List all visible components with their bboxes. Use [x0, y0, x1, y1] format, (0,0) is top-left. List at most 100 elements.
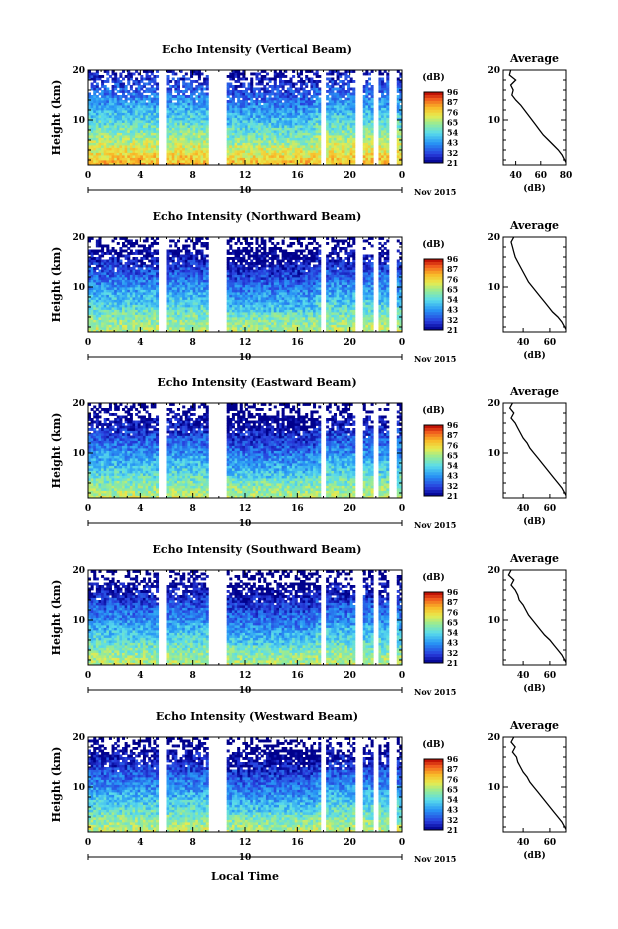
- heatmap-cell: [93, 123, 96, 126]
- heatmap-cell: [125, 160, 128, 163]
- heatmap-cell: [119, 327, 122, 330]
- heatmap-cell: [305, 133, 308, 136]
- heatmap-cell: [135, 295, 138, 298]
- heatmap-cell: [122, 150, 125, 153]
- heatmap-cell: [98, 125, 101, 128]
- heatmap-cell: [350, 133, 353, 136]
- heatmap-cell: [153, 277, 156, 280]
- heatmap-cell: [342, 153, 345, 156]
- heatmap-cell: [313, 103, 316, 106]
- heatmap-cell: [153, 90, 156, 93]
- heatmap-cell: [104, 252, 107, 255]
- heatmap-cell: [198, 148, 201, 151]
- heatmap-cell: [146, 153, 149, 156]
- heatmap-cell: [138, 252, 141, 255]
- heatmap-cell: [125, 250, 128, 253]
- heatmap-cell: [350, 120, 353, 123]
- heatmap-cell: [342, 160, 345, 163]
- heatmap-cell: [153, 83, 156, 86]
- heatmap-cell: [255, 143, 258, 146]
- heatmap-cell: [138, 85, 141, 88]
- heatmap-cell: [303, 138, 306, 141]
- heatmap-cell: [292, 148, 295, 151]
- heatmap-cell: [182, 138, 185, 141]
- heatmap-cell: [295, 95, 298, 98]
- heatmap-cell: [112, 257, 115, 260]
- heatmap-cell: [117, 315, 120, 318]
- heatmap-cell: [397, 143, 400, 146]
- heatmap-cell: [180, 120, 183, 123]
- heatmap-cell: [318, 80, 321, 83]
- heatmap-cell: [132, 327, 135, 330]
- heatmap-cell: [112, 138, 115, 141]
- heatmap-cell: [148, 317, 151, 320]
- heatmap-cell: [112, 140, 115, 143]
- heatmap-cell: [318, 155, 321, 158]
- heatmap-cell: [386, 135, 389, 138]
- heatmap-cell: [269, 115, 272, 118]
- heatmap-cell: [201, 272, 204, 275]
- heatmap-cell: [117, 300, 120, 303]
- heatmap-cell: [331, 110, 334, 113]
- heatmap-cell: [279, 138, 282, 141]
- heatmap-cell: [130, 73, 133, 76]
- heatmap-cell: [235, 75, 238, 78]
- heatmap-cell: [143, 307, 146, 310]
- heatmap-cell: [187, 307, 190, 310]
- heatmap-cell: [352, 158, 355, 161]
- heatmap-cell: [172, 150, 175, 153]
- heatmap-cell: [187, 280, 190, 283]
- heatmap-cell: [101, 285, 104, 288]
- heatmap-cell: [122, 110, 125, 113]
- heatmap-cell: [91, 257, 94, 260]
- heatmap-cell: [237, 120, 240, 123]
- heatmap-cell: [174, 262, 177, 265]
- heatmap-cell: [98, 310, 101, 313]
- heatmap-cell: [156, 327, 159, 330]
- heatmap-cell: [250, 108, 253, 111]
- heatmap-cell: [146, 265, 149, 268]
- heatmap-cell: [352, 108, 355, 111]
- heatmap-cell: [350, 100, 353, 103]
- heatmap-cell: [138, 320, 141, 323]
- heatmap-cell: [258, 120, 261, 123]
- heatmap-cell: [156, 315, 159, 318]
- heatmap-cell: [326, 160, 329, 163]
- heatmap-cell: [206, 317, 209, 320]
- heatmap-cell: [132, 138, 135, 141]
- heatmap-cell: [242, 133, 245, 136]
- heatmap-cell: [109, 143, 112, 146]
- heatmap-cell: [156, 280, 159, 283]
- heatmap-cell: [104, 317, 107, 320]
- heatmap-cell: [104, 123, 107, 126]
- heatmap-cell: [227, 138, 230, 141]
- heatmap-cell: [316, 93, 319, 96]
- heatmap-cell: [261, 123, 264, 126]
- heatmap-cell: [112, 292, 115, 295]
- heatmap-cell: [261, 110, 264, 113]
- heatmap-cell: [101, 302, 104, 305]
- heatmap-cell: [316, 95, 319, 98]
- heatmap-cell: [193, 267, 196, 270]
- heatmap-cell: [140, 108, 143, 111]
- heatmap-cell: [104, 153, 107, 156]
- heatmap-cell: [153, 260, 156, 263]
- heatmap-cell: [177, 113, 180, 116]
- heatmap-cell: [329, 120, 332, 123]
- heatmap-cell: [117, 153, 120, 156]
- heatmap-cell: [305, 105, 308, 108]
- heatmap-cell: [229, 73, 232, 76]
- heatmap-cell: [93, 300, 96, 303]
- heatmap-cell: [130, 105, 133, 108]
- heatmap-cell: [151, 133, 154, 136]
- heatmap-cell: [203, 160, 206, 163]
- heatmap-cell: [276, 153, 279, 156]
- heatmap-cell: [363, 138, 366, 141]
- heatmap-cell: [101, 255, 104, 258]
- heatmap-cell: [201, 315, 204, 318]
- heatmap-cell: [331, 145, 334, 148]
- heatmap-cell: [229, 135, 232, 138]
- heatmap-cell: [96, 98, 99, 101]
- heatmap-cell: [138, 302, 141, 305]
- heatmap-cell: [269, 93, 272, 96]
